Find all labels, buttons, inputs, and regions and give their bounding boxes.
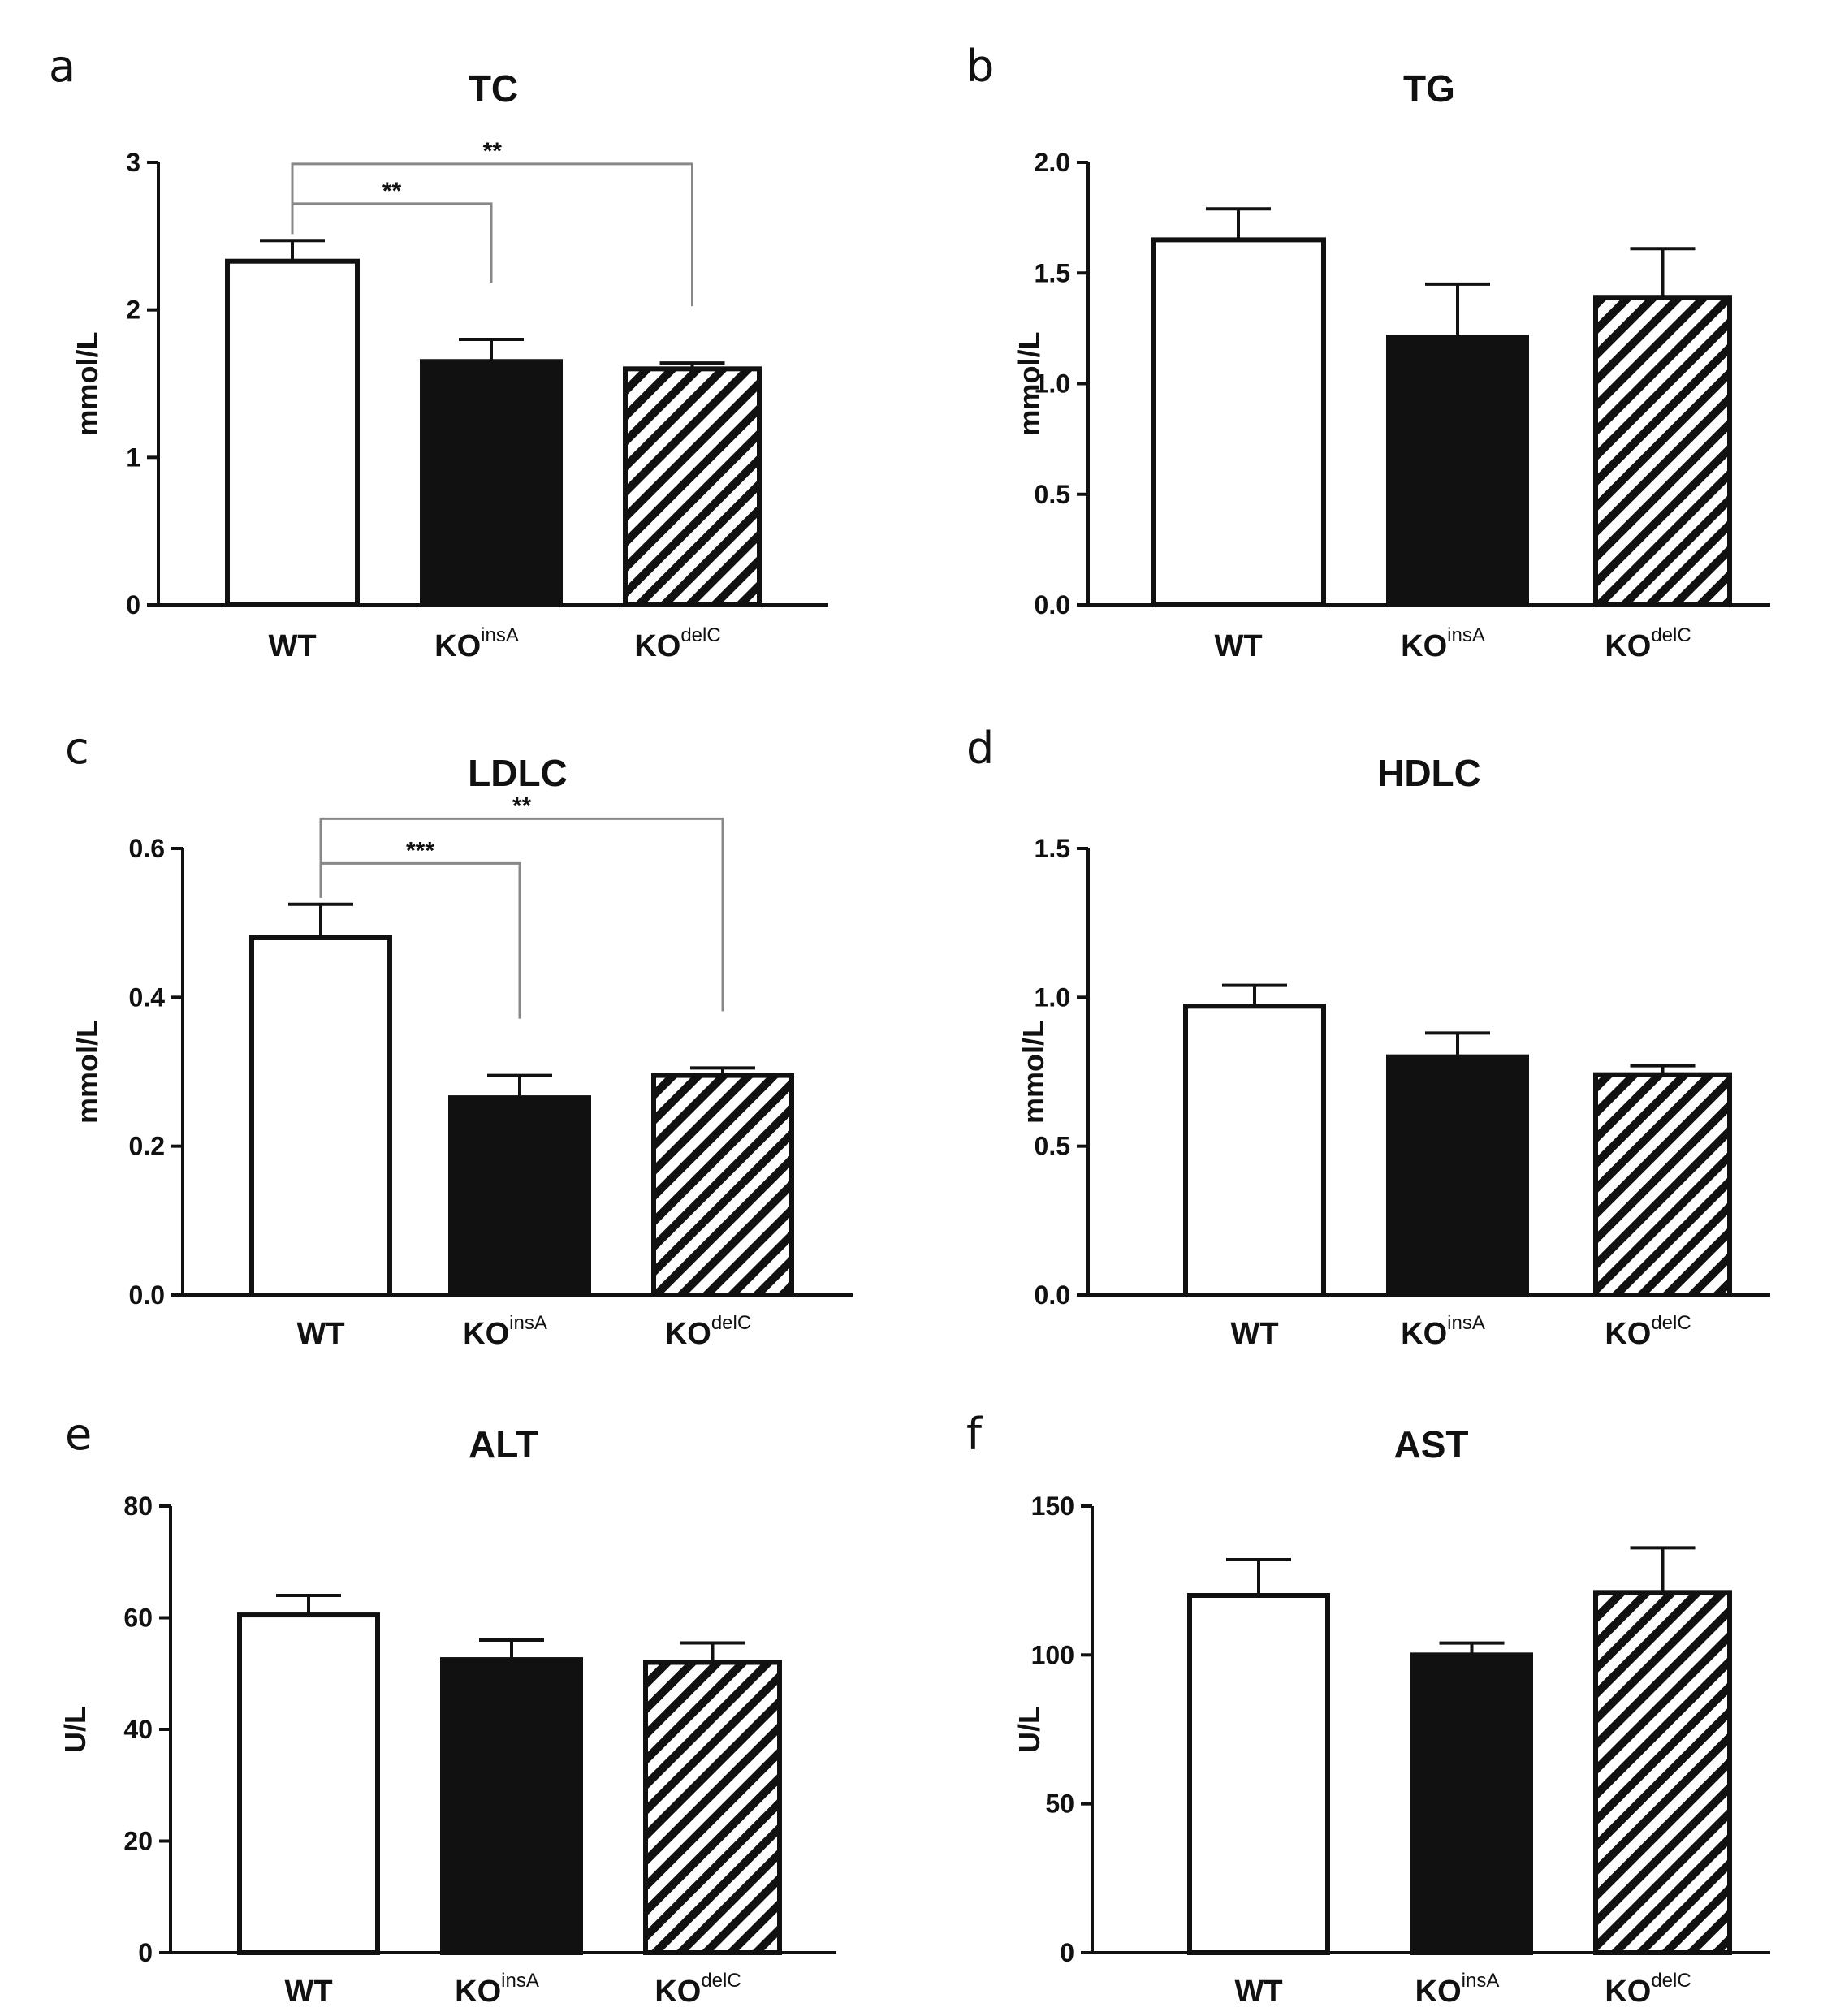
x-category-label: KOdelC (665, 1312, 751, 1351)
y-tick-label: 50 (1045, 1789, 1074, 1819)
y-tick-label: 20 (123, 1827, 153, 1856)
chart-title: AST (1394, 1423, 1469, 1466)
y-tick-label: 0.0 (1035, 1280, 1070, 1310)
y-tick-label: 0.2 (129, 1132, 165, 1161)
bar-koinsa (1410, 1652, 1533, 1956)
y-axis-label: U/L (58, 1706, 92, 1753)
chart-panel-a: a TC mmol/L 0 1 2 3 WT KOinsA KOdelC ** ** (49, 41, 828, 663)
x-category-label: KOdelC (1605, 1970, 1691, 2009)
x-category-label: WT (1234, 1975, 1282, 2009)
x-category-label: KOinsA (1415, 1970, 1500, 2009)
bar-kodelc (1593, 1072, 1732, 1297)
chart-title: TC (469, 67, 518, 110)
bar-wt (225, 258, 360, 607)
chart-panel-b: b TG mmol/L 0.0 0.5 1.0 1.5 2.0 WT KOinsA KOdelC (966, 41, 1770, 663)
chart-title: TG (1403, 67, 1455, 110)
chart-title: ALT (469, 1423, 538, 1466)
x-category-label: KOdelC (634, 624, 720, 663)
bar-wt (237, 1612, 380, 1955)
x-category-label: KOdelC (1605, 624, 1691, 663)
panel-letter: f (966, 1409, 983, 1460)
x-category-label: KOdelC (1605, 1312, 1691, 1351)
y-tick-label: 1.5 (1035, 834, 1070, 863)
significance-label: *** (406, 837, 434, 864)
significance-label: ** (483, 138, 503, 165)
x-category-label: KOinsA (455, 1970, 539, 2009)
bar-koinsa (1386, 1054, 1529, 1297)
bar-kodelc (1593, 295, 1732, 607)
significance-bracket (291, 162, 693, 307)
bar-wt (1187, 1593, 1330, 1955)
y-tick-label: 100 (1031, 1640, 1074, 1669)
y-tick-label: 1.0 (1035, 982, 1070, 1012)
bar-koinsa (440, 1657, 583, 1955)
x-category-label: KOinsA (1401, 624, 1485, 663)
bar-koinsa (448, 1095, 591, 1298)
chart-panel-f: f AST U/L 0 50 100 150 WT KOinsA KOdelC (966, 1409, 1770, 2009)
significance-label: ** (512, 792, 532, 819)
y-tick-label: 80 (123, 1491, 153, 1521)
bar-kodelc (623, 366, 762, 607)
bar-wt (1151, 237, 1326, 607)
x-category-label: KOinsA (1401, 1312, 1485, 1351)
panel-letter: d (966, 723, 994, 774)
panel-letter: a (49, 41, 76, 92)
bar-kodelc (651, 1073, 794, 1298)
significance-label: ** (382, 178, 402, 205)
chart-title: LDLC (468, 752, 568, 794)
x-category-label: WT (268, 629, 316, 663)
y-tick-label: 3 (126, 148, 140, 177)
y-tick-label: 150 (1031, 1491, 1074, 1521)
x-category-label: KOinsA (434, 624, 519, 663)
x-category-label: KOdelC (654, 1970, 741, 2009)
y-axis-label: U/L (1013, 1706, 1046, 1753)
y-tick-label: 0.0 (1035, 590, 1070, 619)
x-category-label: WT (296, 1317, 344, 1351)
y-tick-label: 40 (123, 1715, 153, 1744)
y-tick-label: 0 (126, 590, 140, 619)
significance-bracket (319, 817, 724, 1012)
y-tick-label: 60 (123, 1604, 153, 1633)
y-tick-label: 0.4 (129, 982, 166, 1012)
bar-wt (249, 935, 392, 1297)
x-category-label: WT (1230, 1317, 1278, 1351)
y-tick-label: 0.6 (129, 834, 165, 863)
y-axis-label: mmol/L (71, 331, 104, 435)
y-tick-label: 0.0 (129, 1280, 165, 1310)
bar-kodelc (643, 1660, 782, 1955)
y-tick-label: 0.5 (1035, 1132, 1070, 1161)
bar-wt (1183, 1004, 1326, 1298)
bar-koinsa (1386, 335, 1529, 607)
x-category-label: WT (1214, 629, 1262, 663)
y-axis-label: mmol/L (71, 1020, 104, 1124)
y-tick-label: 2 (126, 296, 140, 325)
y-axis-label: mmol/L (1017, 1020, 1050, 1124)
bar-koinsa (420, 359, 563, 607)
y-tick-label: 0 (1060, 1938, 1074, 1967)
y-axis-label: mmol/L (1013, 331, 1046, 435)
y-tick-label: 2.0 (1035, 148, 1070, 177)
panel-letter: e (65, 1409, 92, 1460)
x-category-label: WT (284, 1975, 332, 2009)
chart-panel-e: e ALT U/L 0 20 40 60 80 WT KOinsA KOdelC (58, 1409, 836, 2009)
panel-letter: b (966, 41, 994, 92)
chart-panel-d: d HDLC mmol/L 0.0 0.5 1.0 1.5 WT KOinsA KOdelC (966, 723, 1770, 1351)
y-tick-label: 0 (138, 1938, 153, 1967)
bar-kodelc (1593, 1590, 1732, 1956)
panel-letter: c (65, 723, 89, 774)
y-tick-label: 1 (126, 442, 140, 472)
y-tick-label: 1.0 (1035, 369, 1070, 399)
chart-title: HDLC (1377, 752, 1481, 794)
y-tick-label: 0.5 (1035, 480, 1070, 509)
x-category-label: KOinsA (463, 1312, 547, 1351)
y-tick-label: 1.5 (1035, 258, 1070, 287)
